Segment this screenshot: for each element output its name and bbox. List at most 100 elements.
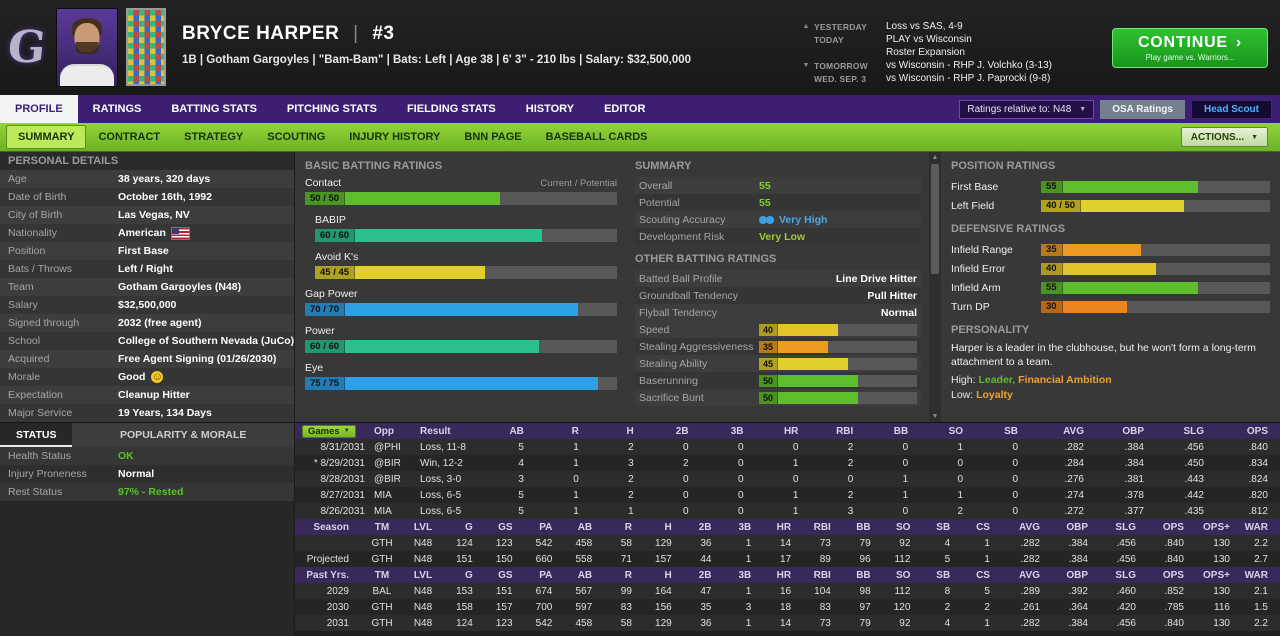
scroll-down-icon[interactable]: ▼: [931, 413, 939, 420]
detail-value: American: [118, 227, 166, 239]
season-stat: 2.1: [1254, 585, 1268, 597]
season-stat: 2: [984, 601, 990, 613]
col-header-ops: OPS: [1162, 569, 1184, 581]
game-stat: 0: [792, 473, 799, 485]
summary-row-development-risk: Development Risk Very Low: [635, 228, 921, 245]
rating-value: 50 / 50: [305, 192, 346, 205]
tab-pitching-stats[interactable]: PITCHING STATS: [286, 103, 377, 115]
season-stat: 1: [745, 553, 752, 565]
season-stat: 96: [859, 553, 871, 565]
profile-row-flyball-tendency: Flyball Tendency Normal: [635, 304, 921, 321]
schedule-row: ▼ TOMORROW vs Wisconsin - RHP J. Volchko (…: [798, 59, 1098, 72]
rating-value: 35: [759, 340, 779, 353]
game-stat: 2: [847, 441, 854, 453]
game-result: Win, 12-2: [420, 457, 463, 469]
game-log-row: 8/26/2031 MIA Loss, 6-5 5 1 1 0 0 1 3 0 2 0 .272 .377.…: [295, 503, 1280, 519]
profile-row-batted-ball-profile: Batted Ball Profile Line Drive Hitter: [635, 270, 921, 287]
col-header-r: R: [571, 425, 579, 437]
rating-label: BABIP: [315, 214, 346, 226]
running-rating-rows: Speed 40 Stealing Aggressiveness 35 Stealing…: [635, 321, 921, 406]
subtab-strategy[interactable]: STRATEGY: [184, 131, 244, 143]
tab-fielding-stats[interactable]: FIELDING STATS: [406, 103, 496, 115]
game-stat: 0: [683, 441, 689, 453]
game-log-row: 8/27/2031 MIA Loss, 6-5 5 1 2 0 0 1 2 1 1 0 .274 .378.…: [295, 487, 1280, 503]
rating-bar-turn-dp: 30: [1041, 300, 1270, 313]
game-stat: 2: [628, 473, 634, 485]
position-label: Turn DP: [951, 300, 990, 313]
season-stat: 150: [495, 553, 513, 565]
tab-profile[interactable]: PROFILE: [0, 95, 78, 123]
game-stat: 0: [683, 505, 689, 517]
season-stat: 123: [495, 537, 513, 549]
season-stat: 8: [944, 585, 951, 597]
baseball-card-thumbnail[interactable]: [126, 8, 166, 86]
tab-editor[interactable]: EDITOR: [604, 103, 646, 115]
subtab-scouting[interactable]: SCOUTING: [267, 131, 326, 143]
head-scout-button[interactable]: Head Scout: [1190, 99, 1272, 119]
continue-label: CONTINUE ›: [1137, 33, 1243, 51]
trait-loyalty: Loyalty: [976, 389, 1013, 402]
stats-table-panel: Games ▼ Opp Result AB R H 2B 3B HR RBI BB SO SB AVG OBP…: [295, 423, 1280, 636]
chevron-up-icon[interactable]: ▲: [802, 23, 810, 30]
player-name: BRYCE HARPER: [182, 23, 340, 44]
continue-button[interactable]: CONTINUE › Play game vs. Warriors...: [1112, 27, 1268, 68]
detail-value: Good: [118, 371, 146, 383]
col-header-pa: PA: [539, 521, 553, 533]
subtab-injury-history[interactable]: INJURY HISTORY: [349, 131, 441, 143]
personality-title: PERSONALITY: [951, 324, 1030, 336]
game-stat: .820: [1248, 489, 1268, 501]
col-header-h: H: [626, 425, 634, 437]
tab-batting-stats[interactable]: BATTING STATS: [171, 103, 257, 115]
chevron-down-icon[interactable]: ▼: [802, 62, 810, 69]
season-stat: 158: [456, 601, 473, 613]
game-stat: 0: [737, 489, 744, 501]
scrollbar-thumb[interactable]: [931, 164, 939, 274]
summary-row-scouting-accuracy: Scouting Accuracy Very High: [635, 211, 921, 228]
rating-group-contact: Contact Current / Potential 50 / 50: [305, 177, 617, 205]
games-dropdown[interactable]: Games ▼: [302, 424, 356, 438]
scroll-up-icon[interactable]: ▲: [931, 154, 939, 161]
season-stat: .261: [1020, 601, 1040, 613]
game-stat: .812: [1248, 505, 1268, 517]
season-row-label: 2031: [326, 617, 349, 629]
tab-history[interactable]: HISTORY: [525, 103, 575, 115]
season-stat: .384: [1068, 537, 1088, 549]
col-header-ops: OPS: [1162, 521, 1184, 533]
status-panel: STATUS POPULARITY & MORALE Health Status O…: [0, 423, 295, 636]
high-label: High:: [951, 374, 976, 387]
detail-value: Cleanup Hitter: [118, 389, 190, 401]
profile-row-groundball-tendency: Groundball Tendency Pull Hitter: [635, 287, 921, 304]
subtab-bnn-page[interactable]: BNN PAGE: [464, 131, 522, 143]
position-row-left-field: Left Field 40 / 50: [951, 196, 1270, 215]
season-stat: .384: [1068, 617, 1088, 629]
detail-label: Bats / Throws: [8, 263, 72, 275]
game-stat: 0: [792, 441, 799, 453]
statustab-popularity-morale[interactable]: POPULARITY & MORALE: [72, 423, 294, 447]
col-header-ops: OPS: [1246, 425, 1268, 437]
season-stat: 151: [456, 553, 473, 565]
col-header-war: WAR: [1244, 569, 1268, 581]
subtab-contract[interactable]: CONTRACT: [98, 131, 161, 143]
status-row-injury-proneness: Injury Proneness Normal: [0, 465, 294, 483]
detail-label: Major Service: [8, 407, 73, 419]
main-nav-right: Ratings relative to: N48 ▼ OSA Ratings H…: [959, 95, 1280, 123]
ratings-relative-select[interactable]: Ratings relative to: N48 ▼: [959, 99, 1095, 119]
statustab-status[interactable]: STATUS: [0, 423, 73, 447]
panel-scrollbar[interactable]: ▲ ▼: [929, 152, 941, 422]
schedule-label: TOMORROW: [814, 60, 868, 71]
osa-ratings-button[interactable]: OSA Ratings: [1100, 99, 1185, 119]
summary-value: 55: [759, 179, 771, 192]
subtab-baseball-cards[interactable]: BASEBALL CARDS: [545, 131, 648, 143]
season-row-label: 2030: [326, 601, 349, 613]
tab-ratings[interactable]: RATINGS: [92, 103, 142, 115]
game-stat: 2: [628, 441, 634, 453]
season-stat: 129: [655, 537, 672, 549]
actions-button[interactable]: ACTIONS... ▼: [1180, 127, 1268, 147]
position-row-infield-arm: Infield Arm 55: [951, 278, 1270, 297]
personal-details-title: PERSONAL DETAILS: [0, 152, 294, 170]
team-logo[interactable]: G: [0, 0, 54, 95]
season-row-label: 2029: [326, 585, 349, 597]
detail-value: College of Southern Nevada (JuCo): [118, 335, 295, 347]
subtab-summary[interactable]: SUMMARY: [6, 125, 87, 149]
season-stat: 1: [745, 585, 752, 597]
